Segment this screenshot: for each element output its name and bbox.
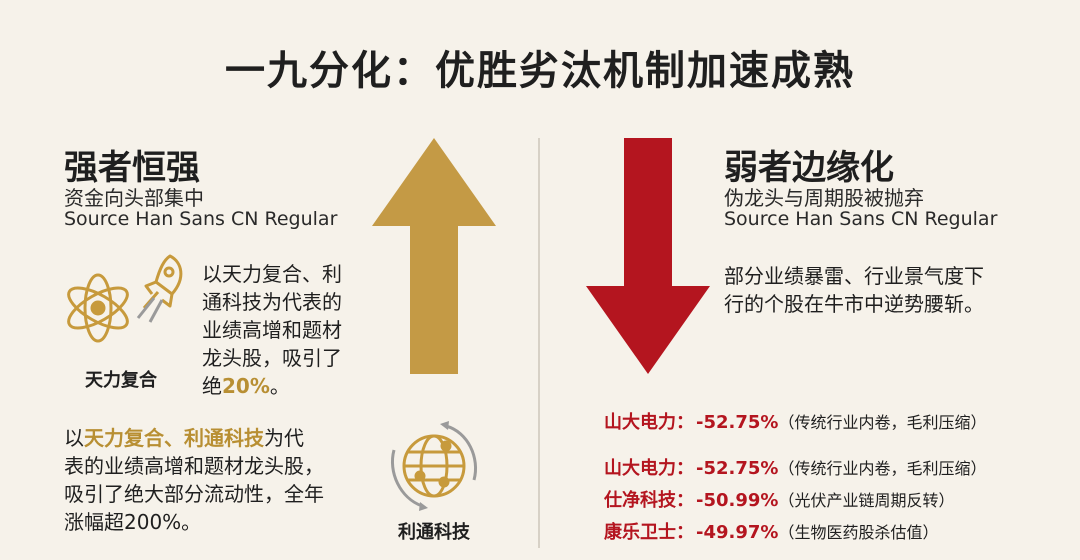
para2-prefix: 以: [64, 426, 84, 450]
para2-line-4: 涨幅超200%。: [64, 510, 202, 534]
left-heading: 强者恒强: [64, 148, 200, 188]
down-arrow: [586, 138, 710, 374]
right-para-line-2: 行的个股在牛市中逆势腰斩。: [724, 292, 984, 316]
up-arrow: [372, 138, 496, 374]
stock-item: 仕净科技： -50.99%（光伏产业链周期反转）: [604, 486, 954, 512]
stock-note: （传统行业内卷，毛利压缩）: [778, 459, 987, 478]
para2-line-1: 以天力复合、利通科技为代: [64, 424, 384, 452]
stock-name: 山大电力：: [604, 458, 694, 479]
stock-change: -50.99%: [696, 490, 779, 511]
para2-highlight: 天力复合、利通科技: [84, 426, 264, 450]
icon1-label: 天力复合: [85, 370, 157, 391]
para1-line-1: 以天力复合、利: [202, 262, 342, 286]
stock-name: 康乐卫士：: [604, 522, 694, 543]
para1-highlight: 20%: [222, 374, 270, 398]
stock-name: 山大电力：: [604, 412, 694, 433]
stock-change: -52.75%: [696, 458, 779, 479]
para1-line-3: 业绩高增和题材: [202, 318, 342, 342]
left-subtitle: 资金向头部集中: [64, 186, 204, 210]
left-paragraph-2: 以天力复合、利通科技为代 表的业绩高增和题材龙头股， 吸引了绝大部分流动性，全年…: [64, 424, 384, 536]
center-divider: [538, 138, 540, 548]
stock-change: -52.75%: [696, 412, 779, 433]
stock-item: 山大电力： -52.75%（传统行业内卷，毛利压缩）: [604, 408, 986, 434]
para1-last-suffix: 。: [269, 374, 290, 398]
para1-line-5: 绝20%。: [202, 372, 382, 400]
rocket-icon: [136, 254, 183, 323]
stock-change: -49.97%: [696, 522, 779, 543]
stock-item: 山大电力： -52.75%（传统行业内卷，毛利压缩）: [604, 454, 986, 480]
para1-line-4: 龙头股，吸引了: [202, 346, 342, 370]
right-font-note: Source Han Sans CN Regular: [724, 208, 998, 230]
right-para-line-1: 部分业绩暴雷、行业景气度下: [724, 264, 984, 288]
globe-network-icon: [391, 421, 477, 511]
para2-line1-suffix: 为代: [264, 426, 304, 450]
icon2-label: 利通科技: [398, 522, 470, 543]
para2-line-2: 表的业绩高增和题材龙头股，: [64, 454, 324, 478]
atom-icon: [67, 273, 129, 343]
stock-name: 仕净科技：: [604, 490, 694, 511]
stock-note: （生物医药股杀估值）: [778, 523, 939, 542]
icon1-group: [60, 254, 190, 356]
para1-last-prefix: 绝: [202, 374, 222, 398]
page-title: 一九分化：优胜劣汰机制加速成熟: [225, 48, 855, 94]
stock-item: 康乐卫士： -49.97%（生物医药股杀估值）: [604, 518, 938, 544]
left-paragraph-1: 以天力复合、利 通科技为代表的 业绩高增和题材 龙头股，吸引了 绝20%。: [202, 260, 382, 400]
para2-line-3: 吸引了绝大部分流动性，全年: [64, 482, 324, 506]
stock-note: （传统行业内卷，毛利压缩）: [778, 413, 987, 432]
right-heading: 弱者边缘化: [724, 148, 894, 188]
stock-note: （光伏产业链周期反转）: [778, 491, 955, 510]
right-paragraph: 部分业绩暴雷、行业景气度下 行的个股在牛市中逆势腰斩。: [724, 262, 1054, 318]
para1-line-2: 通科技为代表的: [202, 290, 342, 314]
right-subtitle: 伪龙头与周期股被抛弃: [724, 186, 924, 210]
left-font-note: Source Han Sans CN Regular: [64, 208, 338, 230]
